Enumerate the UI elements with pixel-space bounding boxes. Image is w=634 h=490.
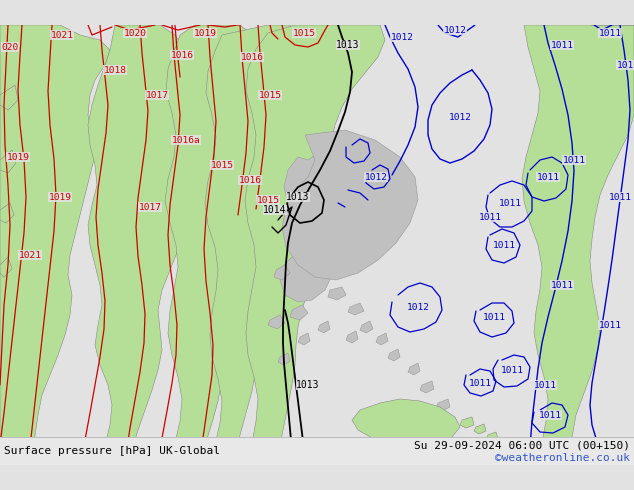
Text: 1021: 1021 bbox=[51, 30, 74, 40]
Polygon shape bbox=[474, 424, 486, 434]
Text: 020: 020 bbox=[1, 43, 18, 51]
Text: Surface pressure [hPa] UK-Global: Surface pressure [hPa] UK-Global bbox=[4, 446, 220, 456]
Polygon shape bbox=[282, 130, 418, 280]
Text: 1021: 1021 bbox=[18, 250, 41, 260]
Text: 1011: 1011 bbox=[469, 378, 491, 388]
Text: 1017: 1017 bbox=[145, 91, 169, 99]
Text: 1015: 1015 bbox=[210, 161, 233, 170]
Text: ©weatheronline.co.uk: ©weatheronline.co.uk bbox=[495, 453, 630, 463]
Polygon shape bbox=[420, 381, 434, 393]
Text: 1013: 1013 bbox=[336, 40, 359, 50]
Text: 1011: 1011 bbox=[482, 313, 505, 321]
Polygon shape bbox=[0, 25, 110, 465]
Polygon shape bbox=[268, 315, 285, 329]
Text: 1020: 1020 bbox=[124, 28, 146, 38]
Text: 1011: 1011 bbox=[562, 155, 586, 165]
Polygon shape bbox=[0, 203, 14, 223]
Text: 1013: 1013 bbox=[296, 380, 320, 390]
Text: 1016: 1016 bbox=[238, 175, 261, 185]
Text: 1011: 1011 bbox=[536, 172, 559, 181]
Polygon shape bbox=[274, 265, 290, 280]
Polygon shape bbox=[486, 432, 498, 442]
Polygon shape bbox=[165, 25, 268, 465]
Text: 1013: 1013 bbox=[286, 192, 310, 202]
Polygon shape bbox=[205, 25, 302, 465]
Polygon shape bbox=[522, 25, 634, 465]
Text: 1016: 1016 bbox=[240, 52, 264, 62]
Text: 1011: 1011 bbox=[479, 213, 501, 221]
Polygon shape bbox=[298, 333, 310, 345]
Text: 1011: 1011 bbox=[598, 28, 621, 38]
Text: 1012: 1012 bbox=[391, 32, 413, 42]
Text: 1011: 1011 bbox=[616, 60, 634, 70]
Text: 1011: 1011 bbox=[498, 198, 522, 207]
Text: 1012: 1012 bbox=[406, 302, 429, 312]
Polygon shape bbox=[284, 145, 350, 227]
Polygon shape bbox=[348, 303, 364, 315]
Polygon shape bbox=[408, 363, 420, 375]
Polygon shape bbox=[0, 150, 16, 173]
Text: 1014: 1014 bbox=[263, 205, 287, 215]
Text: 1015: 1015 bbox=[292, 28, 316, 38]
Polygon shape bbox=[318, 321, 330, 333]
Polygon shape bbox=[0, 85, 18, 110]
Polygon shape bbox=[280, 247, 332, 302]
Polygon shape bbox=[245, 25, 385, 465]
Text: 1012: 1012 bbox=[444, 25, 467, 34]
Polygon shape bbox=[388, 349, 400, 361]
Text: 1015: 1015 bbox=[259, 91, 281, 99]
Text: 1019: 1019 bbox=[6, 152, 30, 162]
Text: 1012: 1012 bbox=[448, 113, 472, 122]
Polygon shape bbox=[352, 399, 460, 447]
Polygon shape bbox=[278, 353, 290, 365]
Text: 1011: 1011 bbox=[550, 280, 574, 290]
Text: 1015: 1015 bbox=[257, 196, 280, 204]
Polygon shape bbox=[376, 333, 388, 345]
Polygon shape bbox=[0, 257, 12, 277]
Text: 1019: 1019 bbox=[48, 193, 72, 201]
Polygon shape bbox=[346, 331, 358, 343]
Text: 1018: 1018 bbox=[103, 66, 127, 74]
Text: 1016: 1016 bbox=[171, 50, 193, 59]
Polygon shape bbox=[290, 305, 308, 320]
Polygon shape bbox=[88, 25, 190, 465]
Text: 1019: 1019 bbox=[193, 28, 216, 38]
Polygon shape bbox=[360, 321, 373, 333]
Polygon shape bbox=[460, 417, 474, 428]
Bar bbox=[0, 437, 634, 465]
Text: 1012: 1012 bbox=[365, 172, 387, 181]
Text: 1011: 1011 bbox=[598, 320, 621, 329]
Text: 1017: 1017 bbox=[138, 202, 162, 212]
Text: Su 29-09-2024 06:00 UTC (00+150): Su 29-09-2024 06:00 UTC (00+150) bbox=[414, 440, 630, 450]
Text: 1011: 1011 bbox=[500, 366, 524, 374]
Polygon shape bbox=[328, 287, 346, 300]
Polygon shape bbox=[436, 399, 450, 411]
Text: 1011: 1011 bbox=[609, 193, 631, 201]
Text: 1011: 1011 bbox=[538, 411, 562, 419]
Text: 1011: 1011 bbox=[550, 41, 574, 49]
Text: 1016a: 1016a bbox=[172, 136, 200, 145]
Text: 1011: 1011 bbox=[533, 381, 557, 390]
Text: 1011: 1011 bbox=[493, 241, 515, 249]
